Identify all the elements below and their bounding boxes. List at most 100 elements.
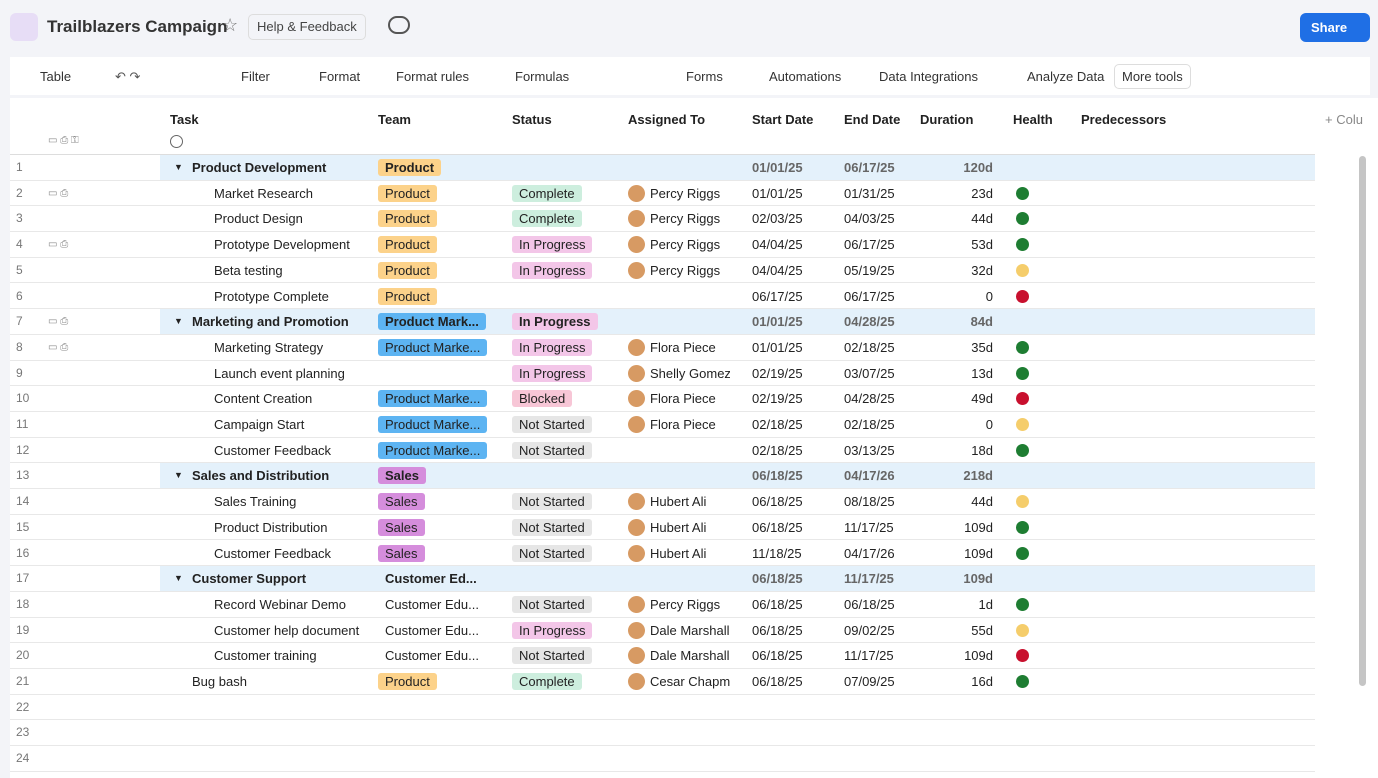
scrollbar[interactable] xyxy=(1359,156,1366,686)
team-pill: Product xyxy=(378,159,441,176)
row[interactable]: 5Beta testingProductIn ProgressPercy Rig… xyxy=(10,258,1315,284)
column-header[interactable]: Team xyxy=(378,112,411,127)
task[interactable]: Product Development xyxy=(192,155,326,180)
status-pill: Complete xyxy=(512,185,582,202)
team-pill: Sales xyxy=(378,545,425,562)
column-header[interactable]: Health xyxy=(1013,112,1053,127)
duration: 1d xyxy=(910,592,993,617)
row[interactable]: 7▭ ⎙▼Marketing and PromotionProduct Mark… xyxy=(10,309,1315,335)
end-date: 09/02/25 xyxy=(844,618,895,643)
task[interactable]: Customer Feedback xyxy=(214,438,331,463)
row[interactable]: 23 xyxy=(10,720,1315,746)
row-number: 7 xyxy=(16,309,23,334)
row[interactable]: 18Record Webinar DemoCustomer Edu...Not … xyxy=(10,592,1315,618)
row[interactable]: 21Bug bashProductCompleteCesar Chapma06/… xyxy=(10,669,1315,695)
row-number: 9 xyxy=(16,361,23,386)
row[interactable]: 6Prototype CompleteProduct06/17/2506/17/… xyxy=(10,284,1315,310)
help-button[interactable]: Help & Feedback xyxy=(248,14,366,40)
toolbar-button[interactable]: Filter xyxy=(241,69,270,84)
toolbar-button[interactable]: More tools xyxy=(1114,64,1191,89)
health-dot xyxy=(1016,598,1029,611)
favorite-star[interactable]: ☆ xyxy=(222,15,238,36)
task[interactable]: Beta testing xyxy=(214,258,283,283)
assignee: Shelly Gomez xyxy=(650,361,730,386)
task[interactable]: Prototype Development xyxy=(214,232,350,257)
row[interactable]: 14Sales TrainingSalesNot StartedHubert A… xyxy=(10,489,1315,515)
add-column[interactable]: + Colu xyxy=(1325,112,1378,127)
start-date: 11/18/25 xyxy=(752,541,802,566)
column-header[interactable]: Status xyxy=(512,112,552,127)
task[interactable]: Customer help document xyxy=(214,618,359,643)
column-header[interactable]: Duration xyxy=(920,112,973,127)
status-pill: Not Started xyxy=(512,596,592,613)
row[interactable]: 8▭ ⎙Marketing StrategyProduct Marke...In… xyxy=(10,335,1315,361)
toolbar-button[interactable]: Format rules xyxy=(396,69,469,84)
avatar xyxy=(628,545,645,562)
row[interactable]: 13▼Sales and DistributionSales06/18/2504… xyxy=(10,463,1315,489)
toolbar-button[interactable]: Table xyxy=(40,69,71,84)
row[interactable]: 3Product DesignProductCompletePercy Rigg… xyxy=(10,206,1315,232)
share-button[interactable]: Share xyxy=(1300,13,1370,42)
row[interactable]: 12Customer FeedbackProduct Marke...Not S… xyxy=(10,438,1315,464)
row[interactable]: 9Launch event planningIn ProgressShelly … xyxy=(10,361,1315,387)
team: Customer Ed... xyxy=(385,566,477,591)
collapse-toggle[interactable]: ▼ xyxy=(174,155,183,180)
row[interactable]: 16Customer FeedbackSalesNot StartedHuber… xyxy=(10,541,1315,567)
collapse-toggle[interactable]: ▼ xyxy=(174,309,183,334)
toolbar-button[interactable]: Automations xyxy=(769,69,841,84)
row[interactable]: 2▭ ⎙Market ResearchProductCompletePercy … xyxy=(10,181,1315,207)
row[interactable]: 4▭ ⎙Prototype DevelopmentProductIn Progr… xyxy=(10,232,1315,258)
avatar xyxy=(628,416,645,433)
app-icon[interactable] xyxy=(10,13,38,41)
row[interactable]: 11Campaign StartProduct Marke...Not Star… xyxy=(10,412,1315,438)
task[interactable]: Sales and Distribution xyxy=(192,463,329,488)
duration: 109d xyxy=(910,643,993,668)
task[interactable]: Launch event planning xyxy=(214,361,345,386)
task[interactable]: Bug bash xyxy=(192,669,247,694)
column-header[interactable]: Predecessors xyxy=(1081,112,1166,127)
toolbar-button[interactable]: Formulas xyxy=(515,69,569,84)
task[interactable]: Product Distribution xyxy=(214,515,327,540)
collapse-toggle[interactable]: ▼ xyxy=(174,566,183,591)
task[interactable]: Product Design xyxy=(214,206,303,231)
task[interactable]: Customer training xyxy=(214,643,317,668)
task[interactable]: Marketing and Promotion xyxy=(192,309,349,334)
row[interactable]: 19Customer help documentCustomer Edu...I… xyxy=(10,618,1315,644)
add-column-label[interactable]: Colu xyxy=(1336,112,1363,127)
duration: 218d xyxy=(910,463,993,488)
row[interactable]: 1▼Product DevelopmentProduct01/01/2506/1… xyxy=(10,155,1315,181)
row[interactable]: 24 xyxy=(10,746,1315,772)
row[interactable]: 17▼Customer SupportCustomer Ed...06/18/2… xyxy=(10,566,1315,592)
task[interactable]: Customer Support xyxy=(192,566,306,591)
sheet-title[interactable]: Trailblazers Campaign xyxy=(47,17,227,37)
group-band xyxy=(160,566,1315,591)
row[interactable]: 15Product DistributionSalesNot StartedHu… xyxy=(10,515,1315,541)
column-header[interactable]: Start Date xyxy=(752,112,813,127)
toolbar-button[interactable]: Analyze Data xyxy=(1027,69,1104,84)
toolbar-button[interactable]: Data Integrations xyxy=(879,69,978,84)
task[interactable]: Record Webinar Demo xyxy=(214,592,346,617)
column-header[interactable]: Task xyxy=(170,112,199,127)
assignee: Flora Piece xyxy=(650,335,730,360)
task[interactable]: Customer Feedback xyxy=(214,541,331,566)
column-header[interactable]: End Date xyxy=(844,112,900,127)
task[interactable]: Content Creation xyxy=(214,386,312,411)
start-date: 06/18/25 xyxy=(752,463,803,488)
task[interactable]: Marketing Strategy xyxy=(214,335,323,360)
task[interactable]: Market Research xyxy=(214,181,313,206)
task[interactable]: Sales Training xyxy=(214,489,296,514)
row[interactable]: 20Customer trainingCustomer Edu...Not St… xyxy=(10,643,1315,669)
toolbar-button[interactable]: Format xyxy=(319,69,360,84)
status-pill: Not Started xyxy=(512,493,592,510)
end-date: 04/28/25 xyxy=(844,309,895,334)
row-number: 14 xyxy=(16,489,29,514)
row[interactable]: 10Content CreationProduct Marke...Blocke… xyxy=(10,386,1315,412)
assignee: Percy Riggs xyxy=(650,258,730,283)
task[interactable]: Campaign Start xyxy=(214,412,304,437)
row[interactable]: 22 xyxy=(10,695,1315,721)
column-header[interactable]: Assigned To xyxy=(628,112,705,127)
collapse-toggle[interactable]: ▼ xyxy=(174,463,183,488)
task[interactable]: Prototype Complete xyxy=(214,284,329,309)
undo[interactable]: ↶ ↷ xyxy=(115,69,140,85)
toolbar-button[interactable]: Forms xyxy=(686,69,723,84)
